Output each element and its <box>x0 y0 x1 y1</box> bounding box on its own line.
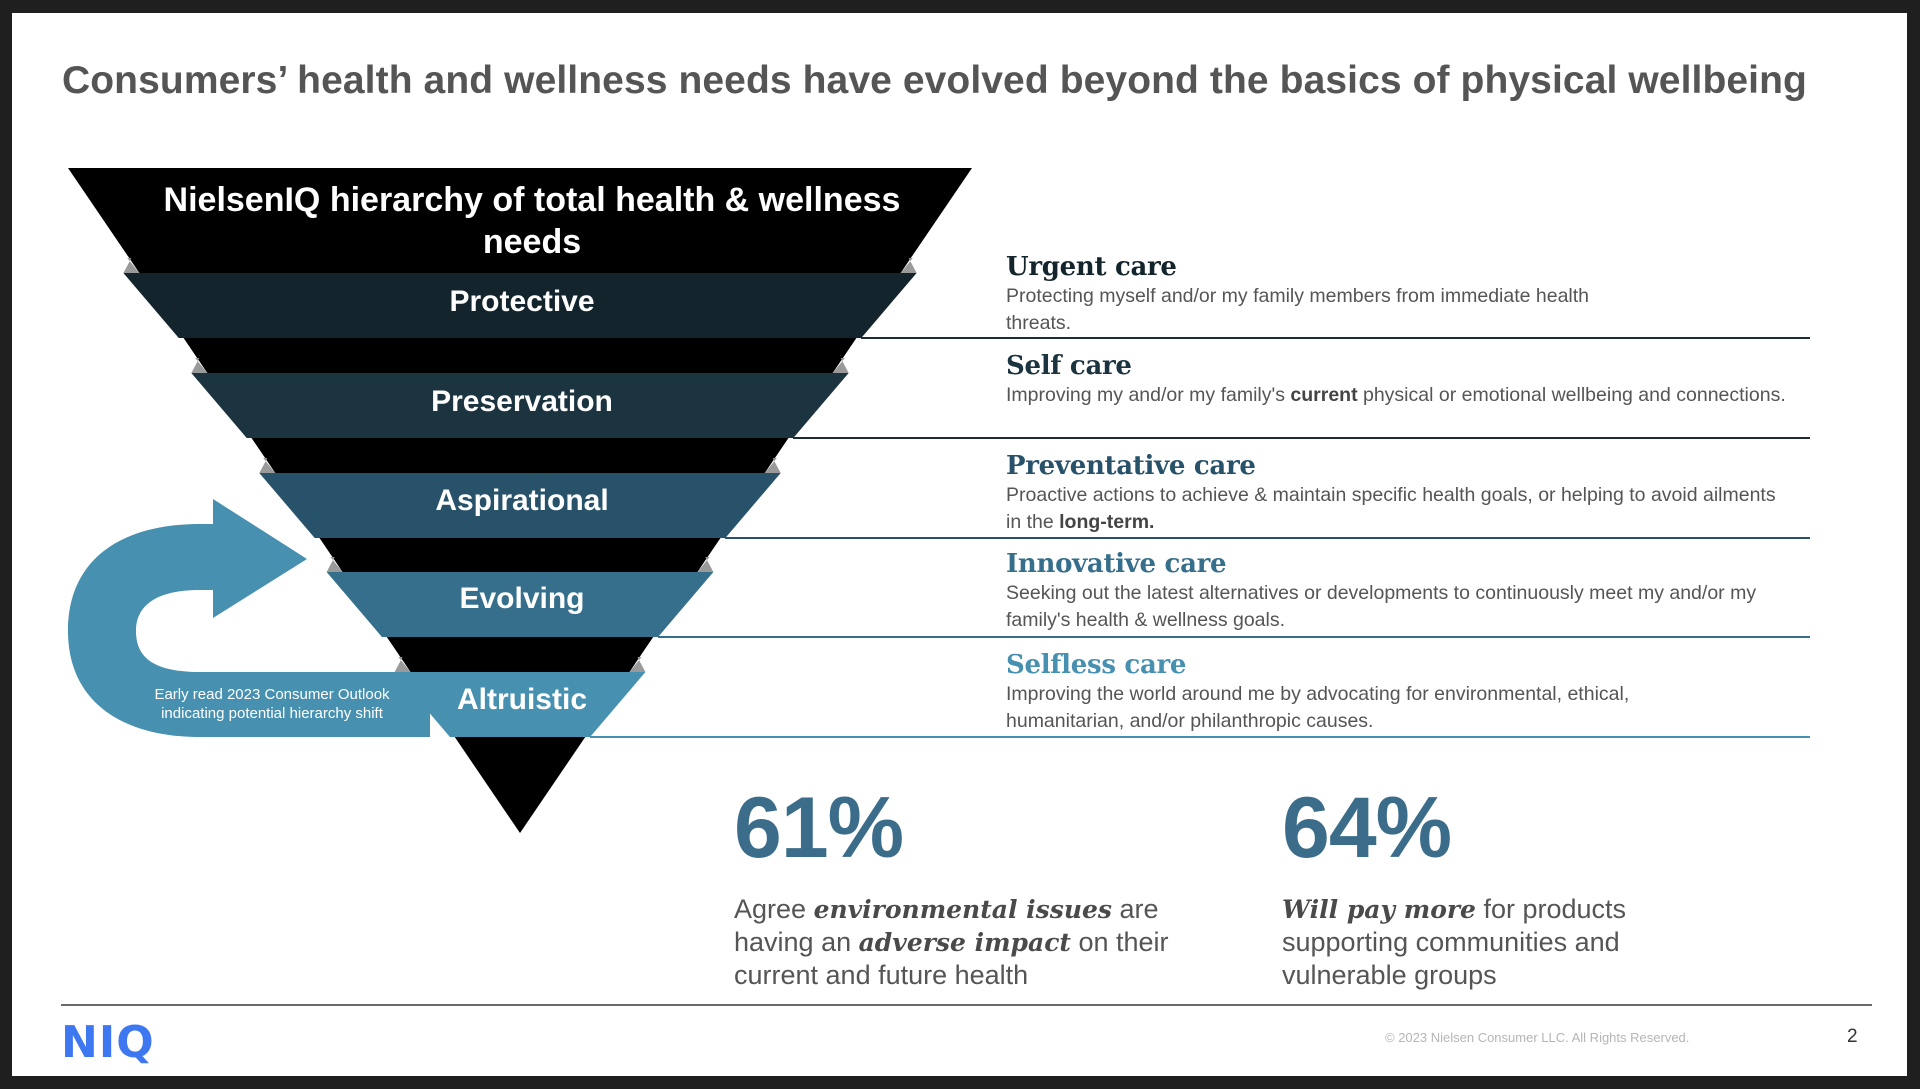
hierarchy-pyramid <box>68 168 972 833</box>
band-preservation <box>191 373 849 438</box>
separator-preservation <box>793 437 1810 439</box>
stat-description: Agree environmental issues are having an… <box>734 894 1169 990</box>
hierarchy-shift-arrow <box>68 499 430 737</box>
band-evolving <box>326 572 714 637</box>
care-desc: Seeking out the latest alternatives or d… <box>1006 582 1757 631</box>
band-tab-altruistic <box>629 657 646 672</box>
niq-logo: NIQ <box>61 1017 155 1068</box>
care-item-innovative: Innovative care Seeking out the latest a… <box>1006 549 1826 634</box>
care-item-preventative: Preventative care Proactive actions to a… <box>1006 451 1826 536</box>
band-tab-preservation <box>832 358 849 373</box>
band-label-preservation: Preservation <box>431 385 613 418</box>
stat-value: 61% <box>734 780 904 876</box>
care-title: Preventative care <box>1006 451 1256 481</box>
stat-value: 64% <box>1282 780 1452 876</box>
slide: Consumers’ health and wellness needs hav… <box>12 13 1907 1076</box>
band-label-evolving: Evolving <box>459 582 585 615</box>
care-desc: Protecting myself and/or my family membe… <box>1006 285 1590 334</box>
band-altruistic <box>394 672 646 737</box>
care-title: Selfless care <box>1006 650 1187 680</box>
arrow-note: Early read 2023 Consumer Outlook indicat… <box>154 686 390 722</box>
stat-environmental: 61% Agree environmental issues are havin… <box>734 785 1214 992</box>
page-title: Consumers’ health and wellness needs hav… <box>62 59 1807 102</box>
band-tab-altruistic <box>394 657 411 672</box>
band-label-aspirational: Aspirational <box>435 484 609 517</box>
band-label-altruistic: Altruistic <box>456 683 588 716</box>
care-desc: Improving my and/or my family's current … <box>1006 384 1786 406</box>
pyramid-heading: NielsenIQ hierarchy of total health & we… <box>163 181 901 261</box>
band-tab-aspirational <box>764 458 781 473</box>
footer-divider <box>61 1004 1872 1006</box>
band-aspirational <box>259 473 781 538</box>
stat-description: Will pay more for products supporting co… <box>1282 894 1627 990</box>
band-tab-aspirational <box>259 458 276 473</box>
copyright: © 2023 Nielsen Consumer LLC. All Rights … <box>1385 1030 1690 1045</box>
care-desc: Improving the world around me by advocat… <box>1006 683 1630 732</box>
care-item-urgent: Urgent care Protecting myself and/or my … <box>1006 252 1826 337</box>
page-number: 2 <box>1847 1026 1858 1047</box>
band-protective <box>123 273 917 338</box>
separator-aspirational <box>725 537 1810 539</box>
stat-pay-more: 64% Will pay more for products supportin… <box>1282 785 1682 992</box>
care-title: Innovative care <box>1006 549 1227 579</box>
care-item-selfless: Selfless care Improving the world around… <box>1006 650 1826 735</box>
care-item-self: Self care Improving my and/or my family'… <box>1006 351 1826 409</box>
band-label-protective: Protective <box>449 285 595 318</box>
separator-altruistic <box>590 736 1810 738</box>
band-tab-protective <box>123 258 140 273</box>
care-title: Self care <box>1006 351 1132 381</box>
band-tab-preservation <box>191 358 208 373</box>
care-desc: Proactive actions to achieve & maintain … <box>1006 484 1776 533</box>
band-tab-evolving <box>326 557 343 572</box>
separator-evolving <box>658 636 1810 638</box>
band-tab-evolving <box>697 557 714 572</box>
care-title: Urgent care <box>1006 252 1177 282</box>
band-tab-protective <box>900 258 917 273</box>
separator-protective <box>861 337 1810 339</box>
